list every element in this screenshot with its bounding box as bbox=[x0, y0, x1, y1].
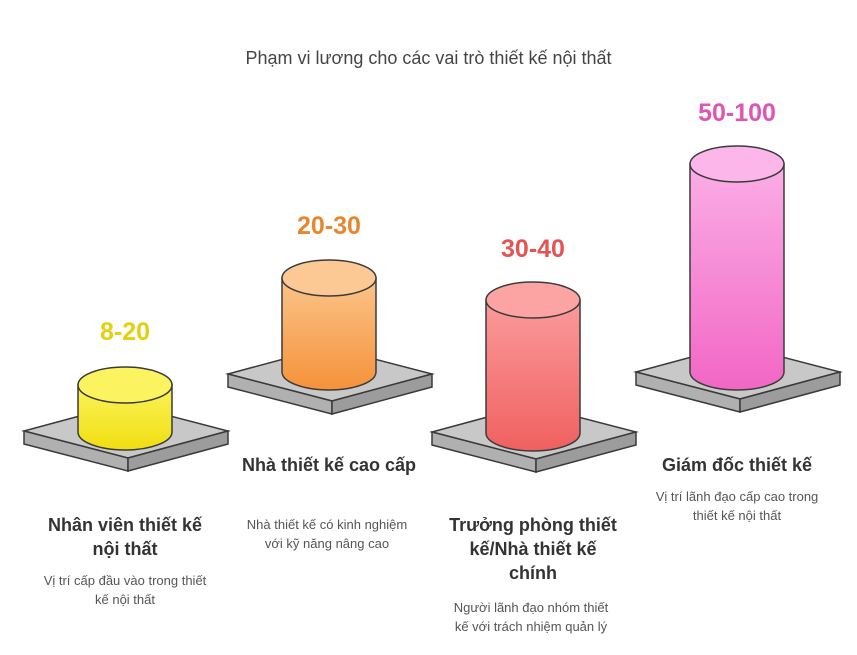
role-4-description: Vị trí lãnh đạo cấp cao trong thiết kế n… bbox=[655, 489, 819, 523]
role-4-label: Giám đốc thiết kế bbox=[661, 455, 813, 475]
role-3-value: 30-40 bbox=[501, 235, 565, 263]
role-3-label: Trưởng phòng thiết kế/Nhà thiết kế chính bbox=[449, 515, 617, 583]
role-3-description: Người lãnh đạo nhóm thiết kế với trách n… bbox=[453, 600, 609, 634]
role-4-cylinder bbox=[689, 145, 785, 391]
role-1-value: 8-20 bbox=[99, 318, 151, 346]
role-2-label: Nhà thiết kế cao cấp bbox=[241, 455, 417, 475]
role-1-description: Vị trí cấp đầu vào trong thiết kế nội th… bbox=[43, 573, 207, 607]
diagram-title: Phạm vi lương cho các vai trò thiết kế n… bbox=[245, 48, 612, 68]
role-4-value: 50-100 bbox=[698, 99, 776, 127]
role-1-cylinder bbox=[77, 366, 173, 451]
role-2-cylinder bbox=[281, 259, 377, 391]
role-1-label: Nhân viên thiết kế nội thất bbox=[47, 515, 203, 559]
role-3-cylinder bbox=[485, 281, 581, 452]
role-2-description: Nhà thiết kế có kinh nghiệm với kỹ năng … bbox=[246, 517, 408, 551]
role-2-value: 20-30 bbox=[297, 212, 361, 240]
